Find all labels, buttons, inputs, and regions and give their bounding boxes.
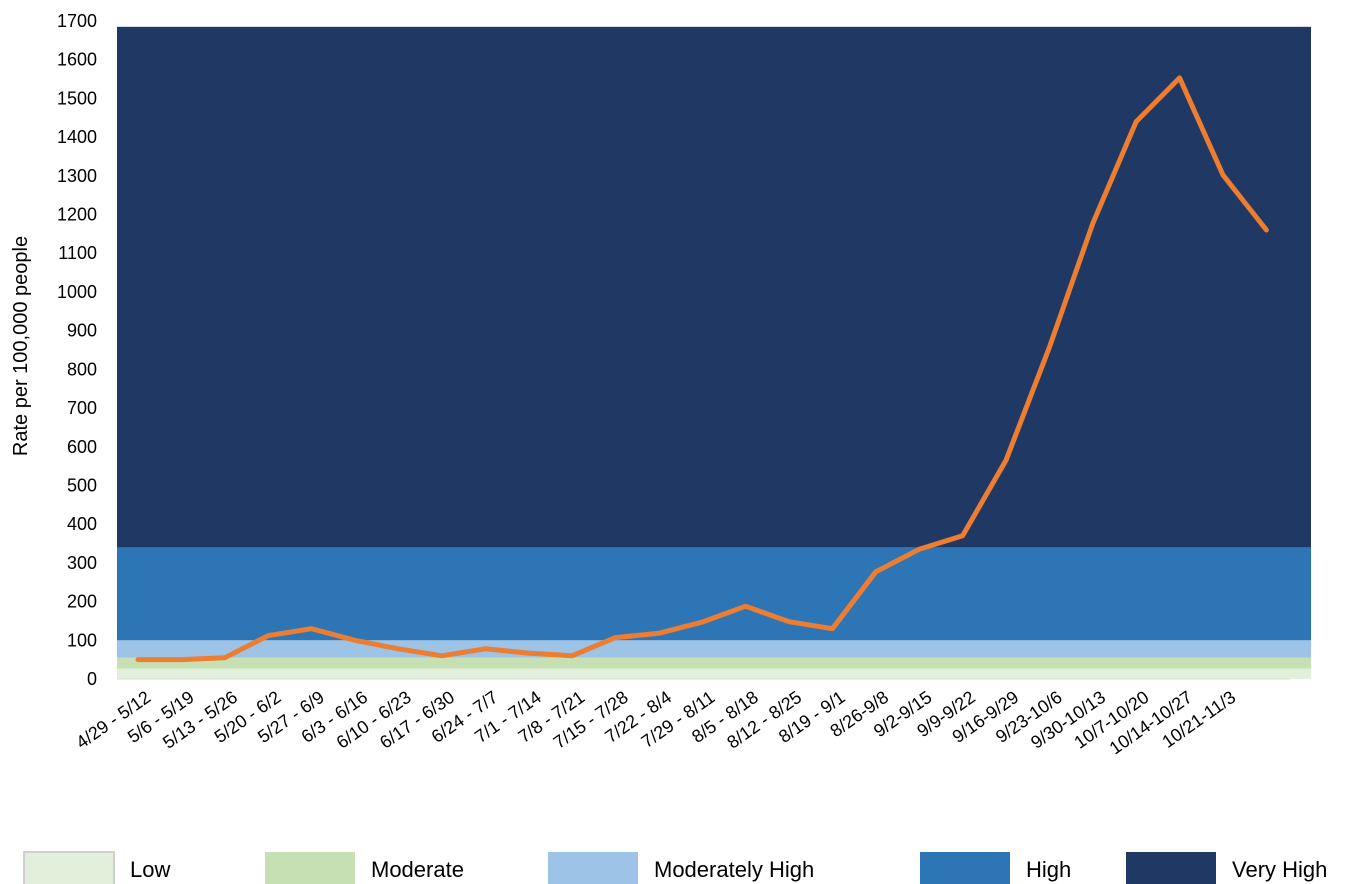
y-tick-label: 800 (67, 359, 97, 379)
y-tick-label: 600 (67, 437, 97, 457)
y-tick-label: 0 (87, 669, 97, 689)
y-tick-label: 400 (67, 514, 97, 534)
band-4 (117, 26, 1311, 548)
series-line-0 (135, 75, 1269, 663)
risk-bands (117, 26, 1311, 679)
legend-swatch (23, 851, 115, 884)
y-tick-label: 1400 (57, 127, 97, 147)
legend-label: Very High (1232, 857, 1327, 882)
series-layer (135, 75, 1269, 663)
legend-label: High (1026, 857, 1071, 882)
band-2 (117, 640, 1311, 658)
legend-label: Moderately High (654, 857, 814, 882)
legend-swatch (1126, 852, 1216, 884)
y-tick-label: 900 (67, 321, 97, 341)
y-tick-label: 1500 (57, 88, 97, 108)
y-axis-ticks: 0 100 200 300 400 500 600 700 800 900 1000 1100 1200… (57, 11, 97, 689)
band-3 (117, 547, 1311, 641)
y-tick-label: 200 (67, 592, 97, 612)
band-1 (117, 657, 1311, 669)
legend-swatch (548, 852, 638, 884)
y-tick-label: 1300 (57, 166, 97, 186)
legend-label: Low (130, 857, 170, 882)
x-axis-ticks: 4/29 - 5/125/6 - 5/195/13 - 5/265/20 - 6… (72, 687, 1239, 759)
y-tick-label: 500 (67, 475, 97, 495)
band-0 (117, 668, 1311, 679)
y-tick-label: 1000 (57, 282, 97, 302)
y-tick-label: 1700 (57, 11, 97, 31)
legend-swatch (920, 852, 1010, 884)
y-tick-label: 300 (67, 553, 97, 573)
y-tick-label: 1100 (58, 243, 97, 263)
legend: Low Moderate Moderately High High Very High (23, 851, 1327, 884)
y-tick-label: 700 (67, 398, 97, 418)
legend-swatch (265, 852, 355, 884)
y-tick-label: 1200 (57, 205, 97, 225)
legend-label: Moderate (371, 857, 464, 882)
y-tick-label: 1600 (57, 50, 97, 70)
y-tick-label: 100 (67, 630, 97, 650)
y-axis-label: Rate per 100,000 people (10, 236, 32, 456)
